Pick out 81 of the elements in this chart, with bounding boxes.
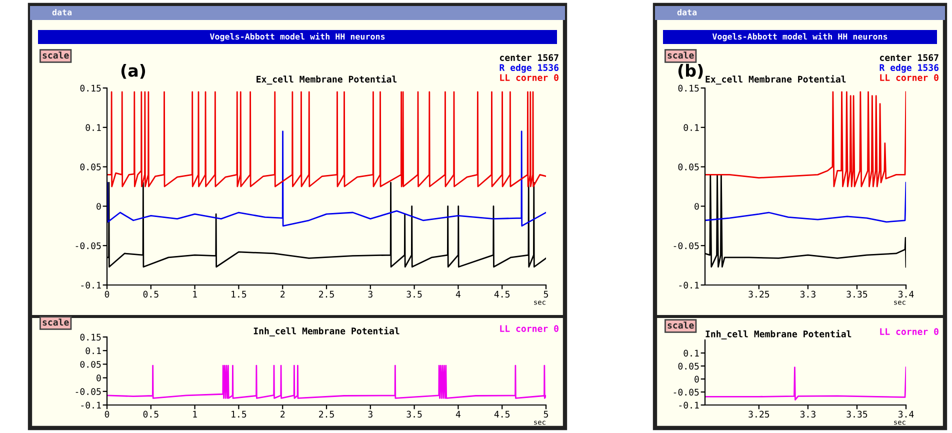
- line-series: [705, 91, 906, 188]
- series-label: LL corner 0: [500, 74, 558, 81]
- y-tick-label: 0.05: [678, 362, 699, 370]
- x-tick-label: 3: [368, 290, 372, 298]
- y-tick-label: -0.1: [679, 402, 699, 409]
- chart-title: Inh_cell Membrane Potential: [254, 326, 400, 336]
- y-tick-label: 0: [96, 202, 101, 210]
- text: scale: [668, 52, 694, 59]
- text: scale: [42, 318, 69, 326]
- x-tick-label: 3.4: [898, 290, 914, 298]
- y-tick-label: 0.15: [678, 84, 699, 92]
- y-tick-label: -0.05: [76, 388, 101, 395]
- y-tick-label: 0.15: [80, 334, 101, 341]
- line-series: [107, 91, 546, 188]
- y-tick-label: 0.1: [86, 124, 101, 131]
- y-tick-label: 0.1: [684, 124, 699, 131]
- x-tick-label: 1.5: [232, 290, 246, 298]
- y-tick-label: -0.05: [674, 388, 699, 396]
- y-tick-label: 0.05: [678, 164, 699, 170]
- x-tick-label: 2.5: [319, 290, 334, 298]
- text: (b): [678, 64, 703, 79]
- x-tick-label: 0.5: [143, 290, 158, 298]
- x-tick-label: 2: [280, 410, 285, 418]
- y-tick-label: 0.1: [86, 347, 101, 354]
- x-tick-label: 3: [368, 410, 372, 418]
- x-tick-label: 4.5: [494, 290, 510, 298]
- y-tick-label: -0.1: [679, 282, 699, 289]
- x-tick-label: 0: [104, 290, 110, 298]
- chart-title: Ex_cell Membrane Potential: [256, 75, 397, 85]
- chart-title: Ex_cell Membrane Potential: [706, 75, 846, 85]
- x-tick-label: 4: [456, 290, 460, 298]
- y-tick-label: -0.1: [81, 402, 101, 409]
- text: Vogels-Abbott model with HH neurons: [210, 32, 385, 42]
- y-tick-label: -0.05: [76, 242, 101, 250]
- y-tick-label: 0.15: [80, 84, 101, 92]
- series-label: LL corner 0: [880, 74, 938, 81]
- y-tick-label: 0: [96, 374, 101, 382]
- line-series: [705, 366, 906, 400]
- x-tick-label: 1: [193, 410, 197, 418]
- y-tick-label: -0.1: [81, 282, 101, 289]
- line-series: [107, 364, 546, 399]
- x-tick-label: 4: [456, 410, 460, 418]
- x-tick-label: 1.5: [232, 410, 246, 418]
- text: R edge 1536: [500, 64, 559, 73]
- text: center 1567: [880, 54, 938, 61]
- text: LL corner 0: [500, 325, 558, 332]
- y-tick-label: 0.05: [80, 360, 101, 368]
- line-series: [705, 182, 906, 223]
- y-tick-label: 0.1: [684, 350, 699, 357]
- text: scale: [42, 52, 69, 59]
- x-tick-label: 0.5: [143, 410, 158, 418]
- x-tick-label: 3.25: [748, 410, 770, 418]
- x-tick-label: 3.25: [748, 290, 770, 298]
- x-tick-label: 4.5: [494, 410, 510, 418]
- x-tick-label: 3.35: [846, 410, 868, 418]
- x-tick-label: 3.5: [406, 290, 422, 298]
- x-tick-label: 3.3: [800, 290, 816, 298]
- x-tick-label: 1: [193, 290, 197, 298]
- text: R edge 1536: [880, 64, 939, 73]
- text: LL corner 0: [880, 328, 938, 335]
- y-tick-label: 0: [694, 202, 699, 210]
- text: Vogels-Abbott model with HH neurons: [712, 32, 888, 42]
- y-tick-label: 0: [694, 376, 699, 383]
- x-tick-label: 2.5: [319, 410, 334, 418]
- y-tick-label: 0.05: [80, 164, 101, 170]
- x-tick-label: 5: [544, 410, 548, 418]
- y-tick-label: -0.05: [674, 242, 699, 250]
- text: data: [677, 8, 697, 16]
- line-series: [107, 130, 546, 227]
- text: data: [52, 8, 72, 16]
- x-tick-label: 3.5: [406, 410, 422, 418]
- x-tick-label: 3.35: [846, 290, 868, 298]
- x-tick-label: 2: [280, 290, 285, 298]
- chart-title: Inh_cell Membrane Potential: [706, 330, 852, 340]
- x-tick-label: 0: [104, 410, 110, 418]
- x-tick-label: 3.4: [898, 410, 914, 418]
- text: scale: [668, 322, 694, 329]
- x-tick-label: 3.3: [800, 410, 816, 418]
- text: center 1567: [500, 54, 558, 61]
- x-tick-label: 5: [544, 290, 548, 298]
- text: (a): [121, 64, 146, 79]
